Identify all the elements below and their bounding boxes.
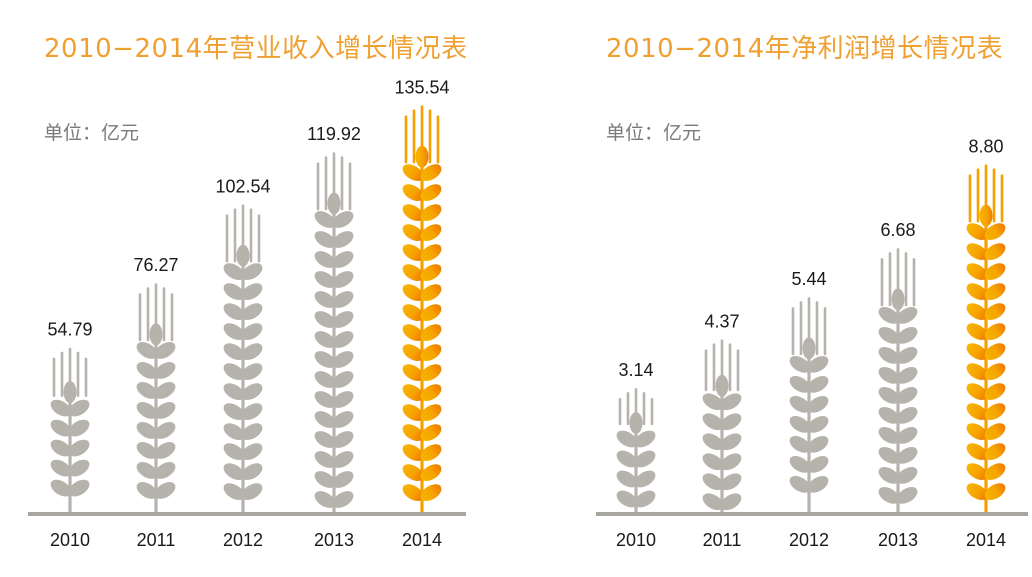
wheat-ear-bar xyxy=(964,164,1009,512)
wheat-ear-bar xyxy=(134,283,179,512)
awn xyxy=(171,293,174,341)
awn xyxy=(250,208,253,262)
awn xyxy=(429,109,432,163)
awn xyxy=(317,162,320,210)
top-kernel xyxy=(630,412,643,434)
wheat-ear-bar xyxy=(876,248,921,512)
top-kernel xyxy=(892,288,905,310)
awn xyxy=(713,343,716,391)
x-tick-label: 2010 xyxy=(616,530,656,550)
value-label: 54.79 xyxy=(47,320,92,340)
top-kernel xyxy=(237,245,250,267)
top-kernel xyxy=(716,375,729,397)
wheat-ear-bar xyxy=(787,297,832,512)
revenue-chart-panel: 2010−2014年营业收入增长情况表 单位：亿元 54.79 2010 76.27… xyxy=(0,0,516,577)
value-label: 76.27 xyxy=(133,255,178,275)
awn xyxy=(139,293,142,341)
awn xyxy=(977,168,980,222)
awn xyxy=(163,287,166,341)
top-kernel xyxy=(328,192,341,214)
awn xyxy=(413,109,416,163)
x-tick-label: 2011 xyxy=(703,530,742,550)
awn xyxy=(969,174,972,222)
wheat-ear-bar xyxy=(614,388,659,512)
x-tick-label: 2010 xyxy=(50,530,90,550)
awn xyxy=(816,301,819,355)
x-tick-label: 2011 xyxy=(137,530,176,550)
awn xyxy=(824,307,827,355)
value-label: 6.68 xyxy=(880,220,915,240)
wheat-ear-bar xyxy=(700,339,745,513)
awn xyxy=(729,343,732,391)
awn xyxy=(1001,174,1004,222)
x-axis-baseline xyxy=(28,512,466,516)
top-kernel xyxy=(416,146,429,168)
awn xyxy=(800,301,803,355)
awn xyxy=(258,214,261,262)
top-kernel xyxy=(803,337,816,359)
awn xyxy=(737,349,740,391)
awn xyxy=(913,258,916,306)
value-label: 5.44 xyxy=(791,269,826,289)
wheat-ear-bar xyxy=(221,204,266,512)
awn xyxy=(889,252,892,306)
value-label: 4.37 xyxy=(704,311,739,331)
x-tick-label: 2013 xyxy=(878,530,918,550)
awn xyxy=(905,252,908,306)
x-tick-label: 2014 xyxy=(966,530,1006,550)
awn xyxy=(341,156,344,210)
x-tick-label: 2013 xyxy=(314,530,354,550)
wheat-ear-bar xyxy=(312,152,357,512)
awn xyxy=(437,115,440,163)
awn xyxy=(792,307,795,355)
wheat-ear-bar xyxy=(400,105,445,512)
x-tick-label: 2012 xyxy=(789,530,829,550)
value-label: 102.54 xyxy=(215,176,270,196)
awn xyxy=(405,115,408,163)
x-axis-baseline xyxy=(596,512,1028,516)
awn xyxy=(705,349,708,391)
x-tick-label: 2012 xyxy=(223,530,263,550)
value-label: 135.54 xyxy=(394,77,449,97)
value-label: 3.14 xyxy=(618,360,653,380)
awn xyxy=(325,156,328,210)
awn xyxy=(627,392,630,425)
awn xyxy=(53,358,56,397)
awn xyxy=(77,352,80,397)
awn xyxy=(349,162,352,210)
awn xyxy=(619,398,622,425)
profit-chart-panel: 2010−2014年净利润增长情况表 单位：亿元 3.14 2010 4.37 201… xyxy=(516,0,1032,577)
awn xyxy=(147,287,150,341)
awn xyxy=(85,358,88,397)
awn xyxy=(226,214,229,262)
awn xyxy=(234,208,237,262)
wheat-ear-bar xyxy=(48,348,93,512)
revenue-chart-plot: 54.79 2010 76.27 2011 102.54 2012 119.92 2013 13… xyxy=(0,0,516,577)
value-label: 119.92 xyxy=(307,124,361,144)
awn xyxy=(881,258,884,306)
profit-chart-plot: 3.14 2010 4.37 2011 5.44 2012 6.68 2013 8.80 2014 xyxy=(516,0,1032,577)
top-kernel xyxy=(64,381,77,403)
value-label: 8.80 xyxy=(968,136,1003,156)
top-kernel xyxy=(980,205,993,227)
x-tick-label: 2014 xyxy=(402,530,442,550)
awn xyxy=(61,352,64,397)
awn xyxy=(651,398,654,425)
awn xyxy=(993,168,996,222)
top-kernel xyxy=(150,323,163,345)
awn xyxy=(643,392,646,425)
